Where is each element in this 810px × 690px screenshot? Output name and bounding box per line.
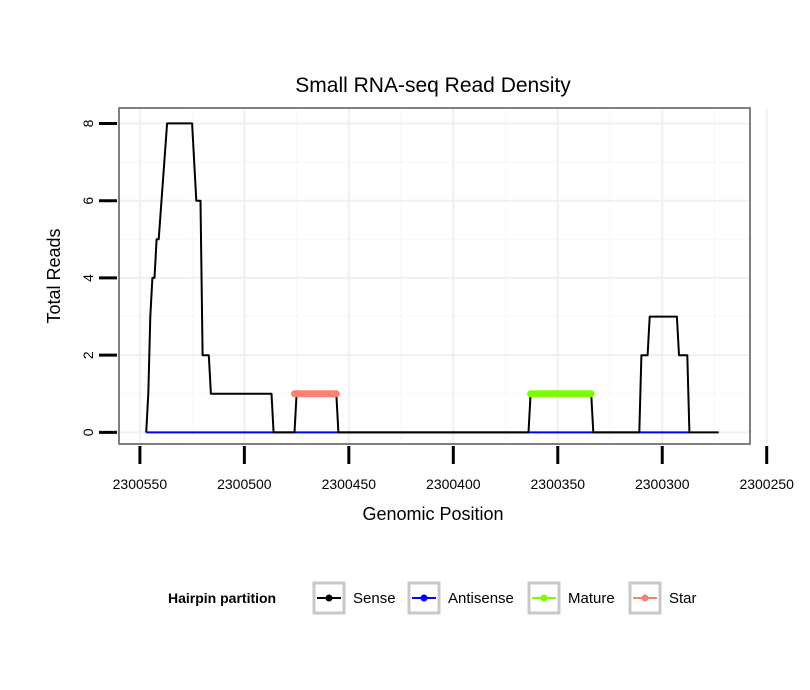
legend-label-sense: Sense [353,590,396,607]
y-tick-label: 0 [80,428,96,436]
x-tick-label: 2300450 [322,476,377,492]
legend: Hairpin partition Sense Antisense Mature St… [168,581,697,615]
legend-label-star: Star [669,590,697,607]
y-tick-label: 6 [80,197,96,205]
y-tick-label: 2 [80,351,96,359]
x-tick-label: 2300250 [739,476,794,492]
series-layer [145,122,719,434]
x-tick-label: 2300400 [426,476,481,492]
legend-label-antisense: Antisense [448,590,514,607]
chart-title: Small RNA-seq Read Density [295,74,571,97]
legend-title: Hairpin partition [168,590,276,606]
legend-key-dot [420,594,428,602]
y-axis-label: Total Reads [44,228,64,323]
x-tick-label: 2300500 [217,476,272,492]
x-tick-label: 2300550 [113,476,168,492]
plot-border [118,107,751,445]
x-tick-label: 2300350 [531,476,586,492]
x-axis: 2300550 2300500 2300450 2300400 2300350 23003… [113,446,794,492]
legend-key-dot [641,594,649,602]
x-axis-label: Genomic Position [362,504,503,524]
y-axis: 0 2 4 6 8 [80,119,117,436]
y-tick-label: 4 [80,274,96,282]
x-tick-label: 2300300 [635,476,690,492]
legend-label-mature: Mature [568,590,615,607]
legend-key-dot [540,594,548,602]
legend-key-dot [325,594,333,602]
y-tick-label: 8 [80,119,96,127]
plot-background [119,108,750,444]
